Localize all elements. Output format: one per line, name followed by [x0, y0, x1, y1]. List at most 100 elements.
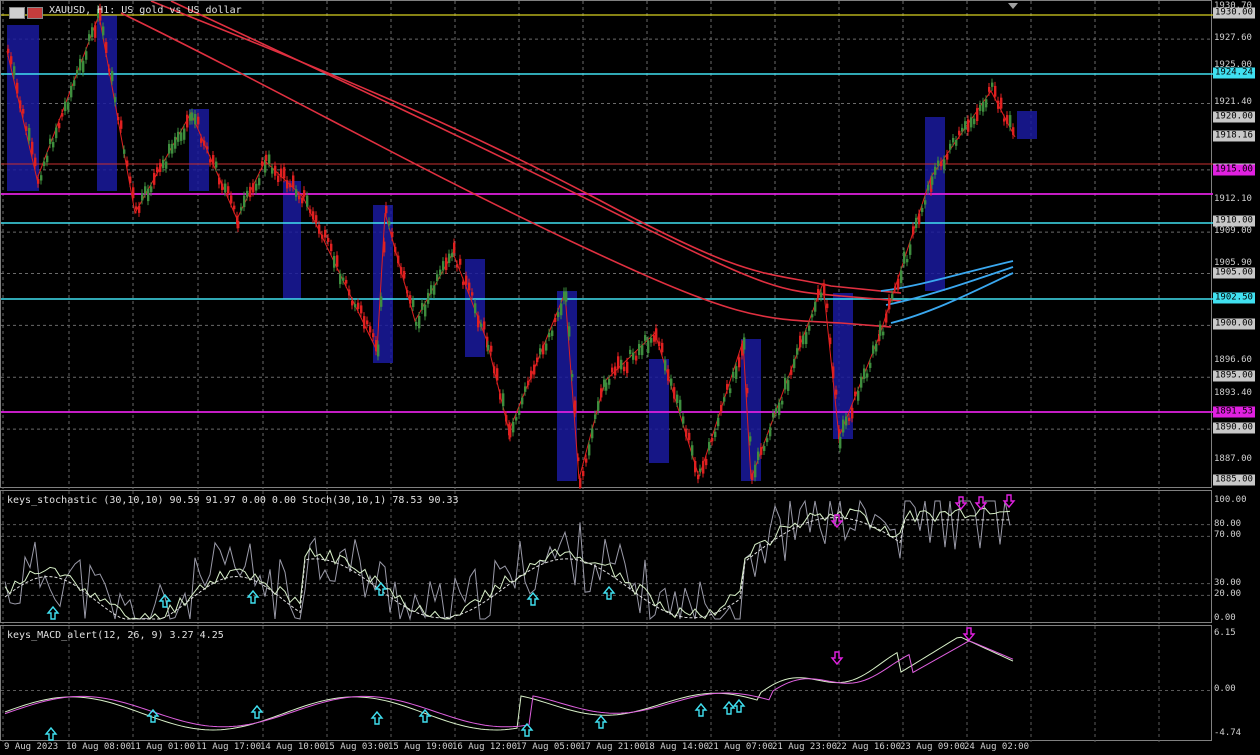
- candle-body: [394, 246, 397, 252]
- candle-body: [31, 141, 34, 155]
- candle-body: [976, 108, 979, 122]
- candle-body: [885, 313, 888, 323]
- candle-body: [565, 291, 568, 302]
- candle-body: [600, 388, 603, 398]
- candle-body: [79, 58, 82, 71]
- candle-body: [1003, 118, 1006, 122]
- time-axis[interactable]: 9 Aug 2023 10 Aug 08:00 11 Aug 01:00 11 Aug…: [0, 741, 1212, 755]
- candle-body: [820, 292, 823, 298]
- buy-arrow-icon: [526, 591, 540, 606]
- stochastic-panel[interactable]: keys_stochastic (30,10,10) 90.59 91.97 0…: [0, 490, 1213, 624]
- candle-body: [979, 104, 982, 111]
- candle-body: [973, 118, 976, 125]
- candle-body: [991, 82, 994, 87]
- candle-body: [439, 269, 442, 276]
- candle-body: [283, 167, 286, 179]
- candle-body: [658, 341, 661, 347]
- price-tick-label: 1905.90: [1214, 258, 1252, 269]
- candle-body: [676, 394, 679, 404]
- candle-body: [617, 356, 620, 369]
- candle-body: [453, 242, 456, 254]
- candle-body: [132, 187, 135, 199]
- time-label: 11 Aug 17:00: [196, 742, 262, 752]
- stochastic-scale[interactable]: 100.00 80.00 70.00 30.00 20.00 0.00: [1212, 490, 1260, 623]
- chart-flag-icon: [27, 7, 43, 19]
- candle-body: [845, 416, 848, 426]
- candle-body: [206, 146, 209, 150]
- candle-body: [345, 279, 348, 284]
- candle-body: [829, 337, 832, 345]
- candle-body: [227, 186, 230, 195]
- candle-body: [560, 303, 563, 316]
- candle-body: [781, 400, 784, 405]
- macd-scale[interactable]: 6.15 0.00 -4.74: [1212, 625, 1260, 741]
- time-label: 10 Aug 08:00: [66, 742, 132, 752]
- buy-arrow-icon: [250, 704, 264, 719]
- candle-body: [477, 315, 480, 328]
- candle-body: [705, 458, 708, 466]
- buy-arrow-icon: [44, 726, 58, 741]
- macd-canvas[interactable]: [1, 626, 1213, 742]
- candle-body: [174, 136, 177, 149]
- candle-body: [603, 379, 606, 387]
- candle-body: [635, 355, 638, 361]
- candle-body: [661, 342, 664, 353]
- candle-body: [524, 386, 527, 392]
- candle-body: [802, 335, 805, 345]
- candle-body: [135, 206, 138, 210]
- candle-body: [729, 388, 732, 394]
- price-level-tag: 1900.00: [1213, 318, 1255, 330]
- stochastic-tick-label: 100.00: [1214, 495, 1247, 505]
- candle-body: [215, 161, 218, 168]
- candle-body: [147, 188, 150, 202]
- candle-body: [13, 66, 16, 76]
- candle-body: [237, 221, 240, 229]
- candle-body: [518, 410, 521, 415]
- macd-panel[interactable]: keys_MACD_alert(12, 26, 9) 3.27 4.25: [0, 625, 1213, 742]
- buy-arrow-icon: [520, 722, 534, 737]
- candle-body: [842, 419, 845, 433]
- candle-body: [741, 343, 744, 356]
- candle-body: [897, 278, 900, 290]
- zone-box: [283, 181, 301, 299]
- candle-body: [286, 180, 289, 189]
- candle-body: [61, 113, 64, 117]
- candle-body: [462, 281, 465, 285]
- candle-body: [943, 159, 946, 170]
- candle-body: [848, 417, 851, 422]
- candle-body: [487, 344, 490, 351]
- time-label: 16 Aug 12:00: [452, 742, 518, 752]
- price-level-tag: 1902.50: [1213, 292, 1255, 304]
- time-label: 11 Aug 01:00: [130, 742, 196, 752]
- candle-body: [430, 285, 433, 294]
- candle-body: [114, 97, 117, 103]
- candle-body: [427, 292, 430, 304]
- candle-body: [433, 285, 436, 295]
- candle-body: [548, 332, 551, 338]
- main-price-chart[interactable]: XAUUSD, H1: US gold vs US dollar: [0, 0, 1213, 489]
- stochastic-canvas[interactable]: [1, 491, 1213, 624]
- buy-arrow-icon: [722, 700, 736, 715]
- candle-body: [85, 51, 88, 60]
- candle-body: [377, 344, 380, 357]
- candle-body: [793, 359, 796, 369]
- candle-body: [723, 397, 726, 402]
- candle-body: [456, 264, 459, 268]
- zone-box: [373, 205, 393, 363]
- price-level-tag: 1905.00: [1213, 267, 1255, 279]
- candle-body: [40, 175, 43, 181]
- candle-body: [924, 200, 927, 205]
- candle-body: [623, 366, 626, 372]
- candle-body: [156, 167, 159, 173]
- candle-body: [891, 294, 894, 299]
- candle-body: [403, 271, 406, 279]
- candle-body: [120, 120, 123, 129]
- candle-body: [964, 121, 967, 130]
- price-scale[interactable]: 1930.70 1927.60 1925.00 1921.40 1920.00 1918.…: [1212, 0, 1260, 488]
- candle-body: [76, 69, 79, 75]
- candle-body: [571, 374, 574, 378]
- price-chart-canvas[interactable]: [1, 1, 1213, 489]
- candle-body: [496, 368, 499, 381]
- candle-body: [468, 282, 471, 291]
- candle-body: [380, 296, 383, 307]
